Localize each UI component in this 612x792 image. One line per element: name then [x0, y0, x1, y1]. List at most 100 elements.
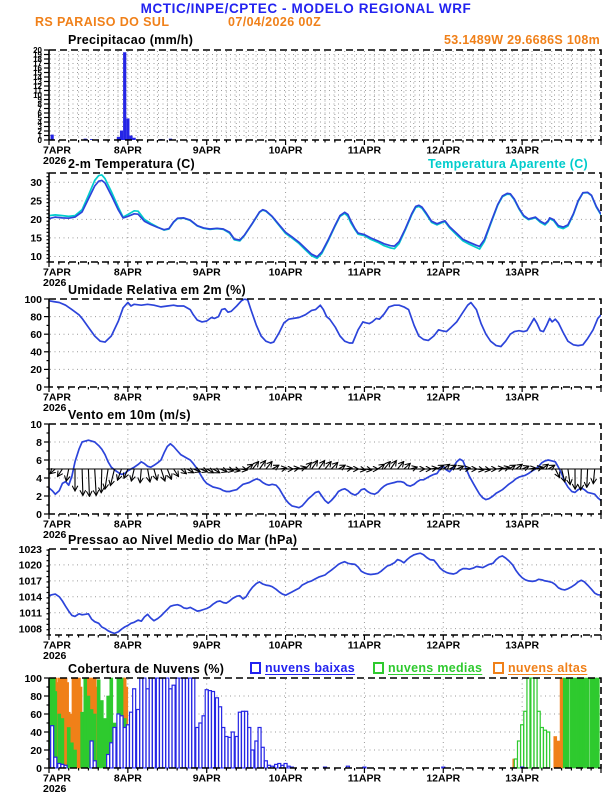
- nuvens-baixas-bar: [247, 726, 252, 769]
- ytick-label-precipitation: 20: [33, 46, 42, 55]
- wind-vector-arrow: [528, 468, 536, 469]
- wind-vector-arrow: [271, 465, 278, 469]
- wind-vector-arrow: [88, 468, 89, 496]
- wind-vector-arrow: [200, 469, 207, 472]
- nuvens-baixas-bar: [221, 726, 226, 769]
- precipitacao-bar: [132, 137, 136, 140]
- nuvens-medias-bar: [542, 729, 548, 769]
- xtick-label: 9APR: [193, 640, 221, 652]
- ytick-label-precipitation: 15: [33, 68, 42, 77]
- nuvens-baixas-bar: [92, 760, 97, 769]
- ytick-label-wind: 6: [36, 455, 42, 467]
- nuvens-medias-bar: [83, 677, 88, 769]
- ytick-label-pressure: 1008: [19, 623, 43, 635]
- nuvens-medias-bar: [530, 677, 535, 769]
- panel-title-temperature: 2-m Temperatura (C): [68, 157, 196, 171]
- wind-vector-arrow: [587, 468, 588, 487]
- xtick-label: 11APR: [348, 773, 382, 785]
- xtick-label: 7APR: [43, 640, 71, 652]
- wind-vector-arrow: [562, 468, 565, 482]
- nuvens-baixas-bar: [184, 677, 190, 769]
- xtick-label: 7APR: [43, 773, 71, 785]
- nuvens-baixas-bar: [181, 677, 186, 769]
- xtick-year-label: 2026: [43, 277, 67, 289]
- wind-vector-arrow: [279, 468, 286, 469]
- nuvens-medias-bar: [103, 718, 107, 769]
- nuvens-baixas-bar: [178, 677, 183, 769]
- ytick-label-humidity: 20: [30, 364, 42, 376]
- nuvens-baixas-bar: [50, 725, 55, 769]
- ytick-label-clouds: 100: [24, 673, 42, 685]
- vento-velocidade-line: [49, 439, 601, 509]
- wind-vector-arrow: [462, 468, 470, 469]
- nuvens-baixas-bar: [230, 731, 235, 769]
- nuvens-baixas-bar: [286, 765, 291, 769]
- wind-vector-arrow: [111, 468, 116, 485]
- umidade-relativa-line: [49, 298, 601, 348]
- ytick-label-humidity: 60: [30, 329, 42, 341]
- nuvens-medias-bar: [60, 718, 65, 769]
- xtick-label: 12APR: [426, 773, 460, 785]
- ytick-label-pressure: 1011: [19, 607, 42, 619]
- nuvens-baixas-bar: [155, 677, 160, 769]
- legend-nuvens-baixas: nuvens baixas: [250, 661, 355, 675]
- ytick-label-humidity: 80: [30, 311, 42, 323]
- wind-vector-arrow: [239, 469, 247, 470]
- nuvens-baixas-bar: [244, 710, 249, 769]
- nuvens-baixas-bar: [162, 677, 167, 769]
- ytick-label-humidity: 0: [36, 382, 42, 394]
- nuvens-baixas-bar: [171, 684, 176, 769]
- station-coordinates: 53.1489W 29.6686S 108m: [443, 33, 600, 47]
- xtick-label: 11APR: [348, 519, 382, 531]
- xtick-label: 13APR: [505, 267, 539, 279]
- nuvens-baixas-bar: [227, 736, 232, 769]
- wind-vector-arrow: [180, 469, 187, 474]
- wind-vector-arrow: [50, 469, 55, 474]
- wind-vector-arrow: [212, 469, 220, 473]
- ytick-label-precipitation: 2: [38, 127, 43, 136]
- ytick-label-pressure: 1020: [19, 560, 43, 572]
- xtick-label: 13APR: [505, 519, 539, 531]
- xtick-label: 10APR: [269, 392, 303, 404]
- station-name: RS PARAISO DO SUL: [35, 15, 170, 29]
- nuvens-medias-bar: [57, 713, 62, 769]
- ytick-label-temperature: 25: [30, 196, 42, 208]
- ytick-label-precipitation: 16: [33, 64, 42, 73]
- nuvens-medias-bar: [70, 742, 74, 769]
- wind-vector-arrow: [508, 465, 515, 469]
- ytick-label-humidity: 40: [30, 347, 42, 359]
- nuvens-medias-bar: [596, 677, 600, 769]
- wind-vector-arrow: [593, 468, 594, 483]
- nuvens-baixas-bar: [112, 726, 117, 769]
- ytick-label-precipitation: 4: [38, 118, 43, 127]
- panel-pressure-plot: 1008 1011 1014 1017 1020 1023 7APR 8APR 9APR 10AP…: [19, 544, 602, 662]
- nuvens-baixas-bar: [109, 742, 114, 769]
- nuvens-baixas-bar: [260, 746, 265, 769]
- wind-vector-arrow: [364, 469, 371, 470]
- precipitacao-bar: [123, 52, 127, 140]
- wind-vector-arrow: [535, 467, 543, 469]
- panel-wind-plot: 0 2 4 6 8 10 7APR 8APR 9APR 10APR 11APR 12APR 13APR 2…: [30, 419, 602, 541]
- ytick-label-wind: 0: [36, 509, 42, 521]
- ytick-label-precipitation: 1: [38, 131, 43, 140]
- nuvens-baixas-bar: [263, 760, 268, 769]
- xtick-label: 8APR: [114, 392, 142, 404]
- nuvens-medias-bar: [526, 677, 531, 769]
- wind-vector-arrow: [436, 465, 443, 469]
- wind-vector-arrow: [390, 461, 397, 470]
- nuvens-baixas-bar: [188, 677, 193, 769]
- ytick-label-precipitation: 19: [33, 50, 42, 59]
- wind-vector-arrow: [124, 468, 128, 478]
- page-title: MCTIC/INPE/CPTEC - MODELO REGIONAL WRF: [140, 1, 472, 16]
- wind-vector-arrow: [291, 468, 299, 469]
- panel-title-pressure: Pressao ao Nivel Medio do Mar (hPa): [68, 533, 298, 547]
- xtick-year-label: 2026: [43, 529, 67, 541]
- nuvens-medias-bar: [570, 677, 574, 769]
- ytick-label-pressure: 1014: [19, 592, 43, 604]
- wind-vector-arrow: [476, 469, 483, 470]
- ytick-label-precipitation: 14: [33, 73, 42, 82]
- precipitacao-bar: [119, 130, 124, 140]
- nuvens-baixas-swatch-icon: [250, 662, 261, 674]
- nuvens-baixas-bar: [204, 689, 209, 769]
- nuvens-baixas-bar: [145, 688, 150, 769]
